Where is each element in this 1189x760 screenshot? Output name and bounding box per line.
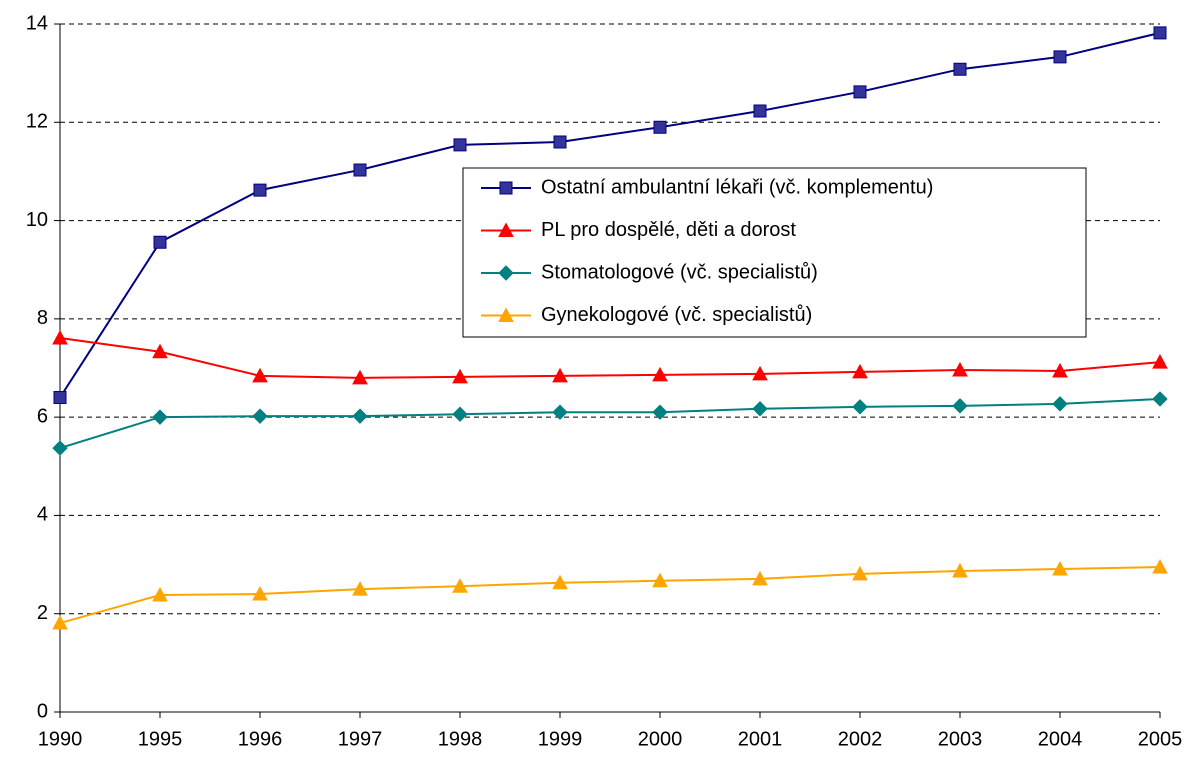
marker xyxy=(52,329,68,345)
y-tick-label: 10 xyxy=(26,209,48,231)
marker xyxy=(252,586,268,601)
marker xyxy=(153,235,167,249)
marker xyxy=(252,367,268,383)
legend-label: Gynekologové (vč. specialistů) xyxy=(541,304,812,326)
marker xyxy=(452,406,468,422)
marker xyxy=(352,581,368,596)
x-tick-label: 1998 xyxy=(438,728,483,750)
x-tick-label: 1996 xyxy=(238,728,283,750)
x-tick-label: 2004 xyxy=(1038,728,1083,750)
marker xyxy=(953,62,967,76)
y-tick-label: 0 xyxy=(37,700,48,722)
marker xyxy=(1152,354,1168,369)
x-tick-label: 1997 xyxy=(338,728,383,750)
marker xyxy=(952,398,968,414)
marker xyxy=(452,368,468,384)
marker xyxy=(252,408,268,424)
marker xyxy=(353,163,367,177)
marker xyxy=(652,572,668,588)
y-tick-label: 6 xyxy=(37,405,48,427)
marker xyxy=(552,367,568,383)
x-tick-label: 1999 xyxy=(538,728,583,750)
marker xyxy=(752,401,768,417)
marker xyxy=(852,399,868,415)
marker xyxy=(652,366,668,382)
x-tick-label: 2003 xyxy=(938,728,983,750)
marker xyxy=(498,307,514,322)
marker xyxy=(653,120,667,134)
marker xyxy=(152,409,168,425)
marker xyxy=(1052,362,1068,378)
marker xyxy=(853,85,867,99)
marker xyxy=(499,181,513,195)
x-tick-label: 2002 xyxy=(838,728,883,750)
marker xyxy=(1053,50,1067,64)
marker xyxy=(752,365,768,381)
marker xyxy=(152,586,168,602)
marker xyxy=(1152,558,1168,574)
y-tick-label: 4 xyxy=(37,504,48,526)
series-line xyxy=(59,397,1161,450)
marker xyxy=(498,265,514,281)
marker xyxy=(52,440,68,456)
x-tick-label: 1995 xyxy=(138,728,183,750)
x-tick-label: 2000 xyxy=(638,728,683,750)
x-tick-label: 2001 xyxy=(738,728,783,750)
marker xyxy=(552,404,568,420)
marker xyxy=(152,343,168,359)
legend-label: Ostatní ambulantní lékaři (vč. komplemen… xyxy=(541,176,933,198)
series-line xyxy=(59,566,1161,625)
marker xyxy=(452,578,468,593)
legend-label: Stomatologové (vč. specialistů) xyxy=(541,261,818,283)
marker xyxy=(852,363,868,379)
y-tick-label: 14 xyxy=(26,12,48,34)
legend-box xyxy=(462,167,1087,338)
marker xyxy=(1052,396,1068,412)
marker xyxy=(453,138,467,152)
x-tick-label: 1990 xyxy=(38,728,83,750)
marker xyxy=(552,574,568,590)
marker xyxy=(1152,391,1168,407)
marker xyxy=(553,135,567,149)
y-tick-label: 8 xyxy=(37,307,48,329)
marker xyxy=(53,390,67,404)
marker xyxy=(952,562,968,578)
marker xyxy=(1052,560,1068,576)
marker xyxy=(752,570,768,586)
x-tick-label: 2005 xyxy=(1138,728,1183,750)
y-tick-label: 2 xyxy=(37,602,48,624)
marker xyxy=(952,361,968,377)
series-line xyxy=(59,31,1161,399)
marker xyxy=(753,104,767,118)
series-line xyxy=(59,337,1161,379)
marker xyxy=(253,183,267,197)
marker xyxy=(852,565,868,581)
legend-label: PL pro dospělé, děti a dorost xyxy=(541,219,796,241)
marker xyxy=(352,369,368,385)
marker xyxy=(498,222,514,237)
marker xyxy=(52,614,68,630)
y-tick-label: 12 xyxy=(26,111,48,133)
marker xyxy=(1153,26,1167,40)
marker xyxy=(652,404,668,420)
marker xyxy=(352,408,368,424)
